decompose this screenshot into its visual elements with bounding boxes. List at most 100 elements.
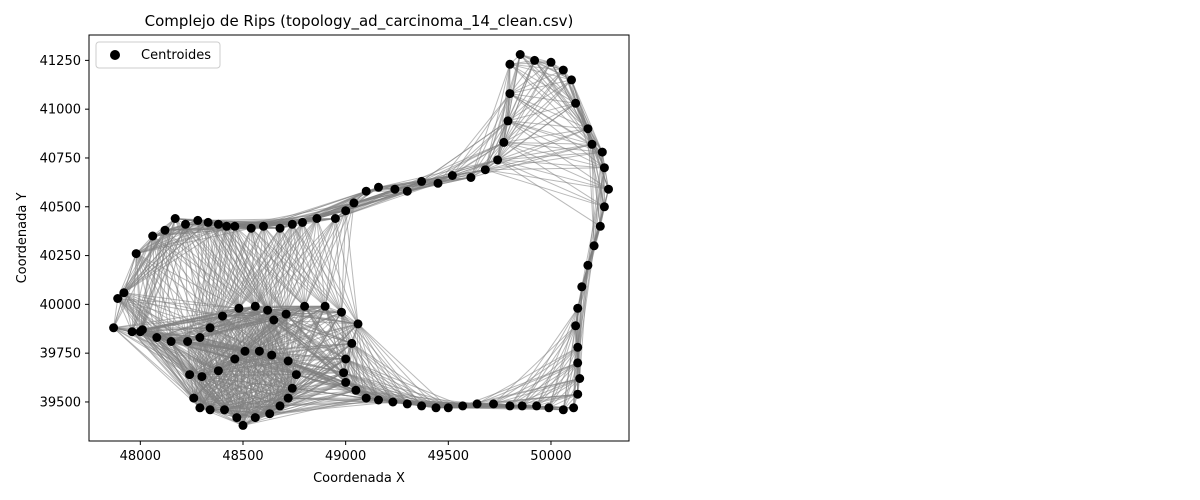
centroid-point bbox=[195, 403, 205, 413]
rips-edge bbox=[209, 227, 281, 329]
centroid-point bbox=[291, 370, 301, 380]
centroid-point bbox=[597, 147, 607, 157]
rips-edge bbox=[509, 308, 579, 407]
rips-edge bbox=[548, 393, 578, 409]
rips-edge bbox=[123, 223, 186, 294]
rips-edge bbox=[493, 346, 578, 405]
rips-edge bbox=[507, 69, 564, 122]
rips-edge bbox=[571, 79, 603, 153]
rips-edge bbox=[476, 362, 578, 405]
centroid-point bbox=[230, 354, 240, 364]
centroid-point bbox=[489, 399, 498, 409]
rips-edge bbox=[135, 253, 201, 338]
rips-edge bbox=[113, 298, 119, 328]
rips-edge bbox=[462, 378, 580, 407]
rips-edge bbox=[357, 323, 379, 401]
rips-edge bbox=[199, 376, 203, 408]
rips-edge bbox=[135, 253, 189, 342]
rips-edge bbox=[117, 298, 143, 331]
rips-edge bbox=[357, 323, 367, 399]
rips-edge bbox=[142, 329, 246, 352]
rips-edge bbox=[199, 307, 240, 338]
rips-edge bbox=[484, 64, 511, 170]
rips-edge bbox=[503, 141, 603, 153]
rips-edge bbox=[509, 378, 580, 407]
rips-edge bbox=[279, 399, 379, 407]
centroid-point bbox=[472, 399, 482, 409]
rips-edge bbox=[324, 218, 336, 307]
rips-edge bbox=[238, 218, 318, 309]
rips-edge bbox=[503, 64, 511, 143]
centroid-point bbox=[281, 309, 291, 319]
rips-edge bbox=[209, 327, 260, 352]
centroid-point bbox=[275, 401, 285, 411]
rips-edge bbox=[222, 228, 252, 317]
rips-edge bbox=[238, 308, 260, 352]
centroid-point bbox=[604, 184, 613, 194]
centroid-point bbox=[246, 223, 256, 233]
centroid-point bbox=[283, 356, 293, 366]
rips-edge bbox=[462, 362, 578, 407]
rips-edge bbox=[316, 218, 359, 325]
rips-edge bbox=[287, 343, 353, 399]
rips-edge bbox=[519, 54, 589, 130]
rips-edge bbox=[234, 358, 297, 376]
centroid-point bbox=[337, 307, 346, 317]
centroid-point bbox=[330, 214, 340, 223]
rips-edge bbox=[142, 327, 211, 331]
legend-label: Centroides bbox=[141, 48, 211, 63]
rips-edge bbox=[209, 228, 252, 328]
rips-edge bbox=[142, 315, 223, 331]
centroid-point bbox=[374, 182, 383, 192]
rips-edge bbox=[254, 222, 303, 307]
rips-edge bbox=[493, 325, 576, 405]
rips-edge bbox=[437, 177, 471, 184]
centroid-point bbox=[546, 57, 556, 67]
rips-edge bbox=[509, 63, 593, 145]
rips-edge bbox=[269, 397, 367, 415]
y-tick-label: 41250 bbox=[40, 54, 81, 69]
centroid-point bbox=[587, 139, 597, 149]
centroid-point bbox=[127, 327, 137, 337]
rips-edge bbox=[254, 306, 273, 356]
centroid-point bbox=[361, 186, 371, 196]
rips-edge bbox=[217, 224, 223, 317]
centroid-point bbox=[193, 215, 203, 225]
centroid-point bbox=[298, 217, 307, 227]
rips-edge bbox=[503, 128, 588, 143]
centroid-point bbox=[275, 223, 285, 233]
rips-edge bbox=[345, 358, 408, 405]
centroid-point bbox=[505, 401, 515, 411]
centroid-point bbox=[530, 55, 540, 65]
rips-edge bbox=[135, 253, 172, 342]
rips-edge bbox=[222, 315, 246, 352]
rips-edge bbox=[271, 354, 289, 399]
rips-edge bbox=[562, 362, 579, 410]
centroid-point bbox=[263, 305, 273, 315]
rips-edge bbox=[131, 235, 154, 332]
centroid-point bbox=[283, 393, 293, 403]
rips-edge bbox=[279, 228, 306, 307]
centroid-point bbox=[137, 325, 147, 335]
centroid-point bbox=[181, 219, 190, 229]
rips-edge bbox=[355, 323, 359, 391]
centroid-point bbox=[374, 395, 383, 405]
rips-edge bbox=[587, 128, 603, 153]
centroid-point bbox=[417, 176, 427, 186]
rips-edge bbox=[218, 370, 256, 418]
y-tick-label: 40500 bbox=[40, 200, 81, 215]
rips-edge bbox=[135, 253, 223, 317]
rips-edge bbox=[273, 218, 318, 321]
rips-edge bbox=[222, 227, 281, 317]
rips-edge bbox=[234, 354, 272, 360]
x-tick-label: 48500 bbox=[222, 449, 263, 464]
centroid-point bbox=[573, 389, 583, 399]
rips-edge bbox=[222, 315, 273, 356]
centroid-point bbox=[254, 346, 264, 356]
centroid-point bbox=[544, 403, 554, 413]
centroid-point bbox=[232, 413, 242, 423]
rips-edge bbox=[197, 220, 223, 317]
centroid-point bbox=[595, 221, 605, 231]
rips-edge bbox=[254, 224, 293, 307]
